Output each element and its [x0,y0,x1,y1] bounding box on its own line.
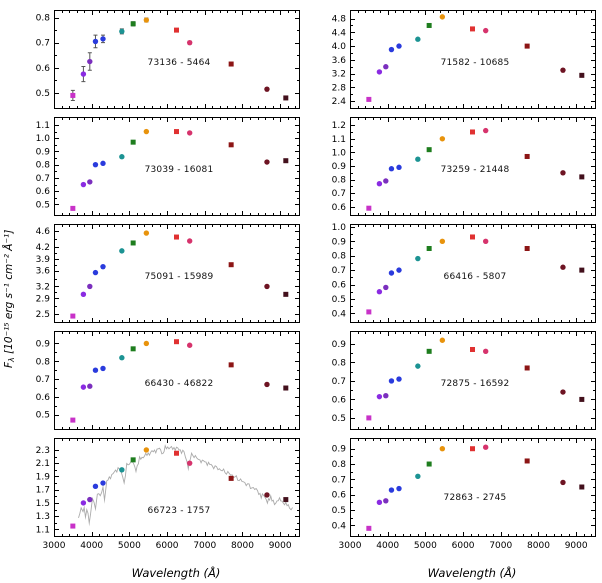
panel-id-label: 71582 - 10685 [440,57,510,68]
sed-plot-canvas [20,328,304,432]
sed-panel: 72863 - 2745 [316,435,600,553]
sed-panel: 66416 - 5807 [316,221,600,325]
sed-panel: 66430 - 46822 [20,328,304,432]
sed-plot-canvas [316,221,600,325]
panel-id-label: 73039 - 16081 [144,164,214,175]
panel-id-label: 75091 - 15989 [144,271,214,282]
sed-plot-canvas [20,435,304,553]
right-panel-column: 71582 - 10685 73259 - 21448 66416 - 5807… [316,7,600,553]
panel-id-label: 73136 - 5464 [147,57,211,68]
x-axis-label-left: Wavelength (Å) [131,566,221,580]
y-axis-label: Fλ [10⁻¹⁵ erg s⁻¹ cm⁻² Å⁻¹] [3,230,16,368]
sed-plot-canvas [20,7,304,111]
flux-symbol: F [3,361,15,368]
sed-panel: 73039 - 16081 [20,114,304,218]
sed-plot-canvas [316,328,600,432]
x-axis-label-right: Wavelength (Å) [427,566,517,580]
flux-subscript: λ [7,357,16,362]
sed-plot-canvas [20,221,304,325]
sed-panel: 71582 - 10685 [316,7,600,111]
sed-panel: 73136 - 5464 [20,7,304,111]
panel-id-label: 72863 - 2745 [443,492,507,503]
left-panel-column: 73136 - 5464 73039 - 16081 75091 - 15989… [20,7,304,553]
sed-plot-canvas [20,114,304,218]
sed-panel: 66723 - 1757 [20,435,304,553]
panel-id-label: 66723 - 1757 [147,505,211,516]
flux-units: [10⁻¹⁵ erg s⁻¹ cm⁻² Å⁻¹] [3,229,15,358]
sed-panel: 73259 - 21448 [316,114,600,218]
panel-id-label: 66416 - 5807 [443,271,507,282]
panel-id-label: 73259 - 21448 [440,164,510,175]
sed-panel: 75091 - 15989 [20,221,304,325]
panel-id-label: 66430 - 46822 [144,378,214,389]
sed-plot-canvas [316,114,600,218]
sed-panel: 72875 - 16592 [316,328,600,432]
panel-id-label: 72875 - 16592 [440,378,510,389]
sed-plot-canvas [316,7,600,111]
sed-plot-canvas [316,435,600,553]
